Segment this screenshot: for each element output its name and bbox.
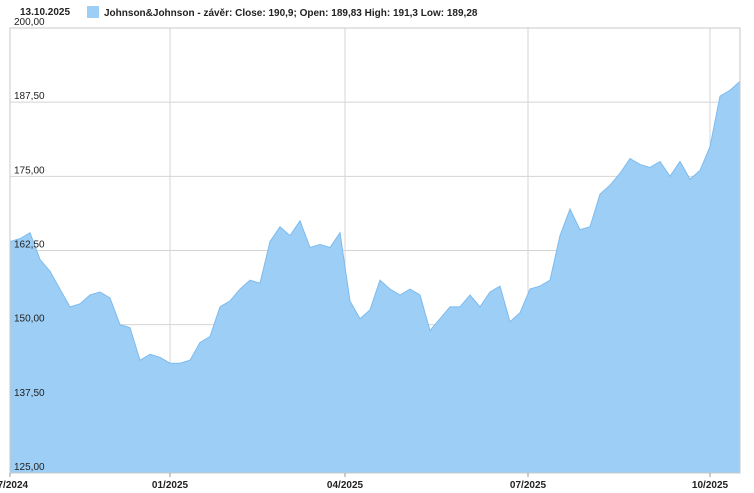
date-label: 13.10.2025 (20, 7, 70, 18)
y-tick-label: 162,50 (14, 240, 45, 251)
plot-border (9, 27, 741, 474)
x-tick-label: 07/2024 (0, 480, 29, 491)
y-tick-label: 200,00 (14, 17, 45, 28)
y-tick-label: 137,50 (14, 388, 45, 399)
y-tick-label: 187,50 (14, 91, 45, 102)
x-tick-label: 01/2025 (152, 480, 189, 491)
legend-label: Johnson&Johnson - závěr: Close: 190,9; O… (104, 8, 478, 19)
y-tick-label: 175,00 (14, 165, 45, 176)
y-tick-label: 150,00 (14, 314, 45, 325)
x-tick-label: 07/2025 (510, 480, 547, 491)
x-tick-label: 10/2025 (692, 480, 729, 491)
area (9, 80, 741, 474)
legend-swatch (87, 6, 99, 18)
x-tick-label: 04/2025 (327, 480, 364, 491)
y-tick-label: 125,00 (14, 462, 45, 473)
